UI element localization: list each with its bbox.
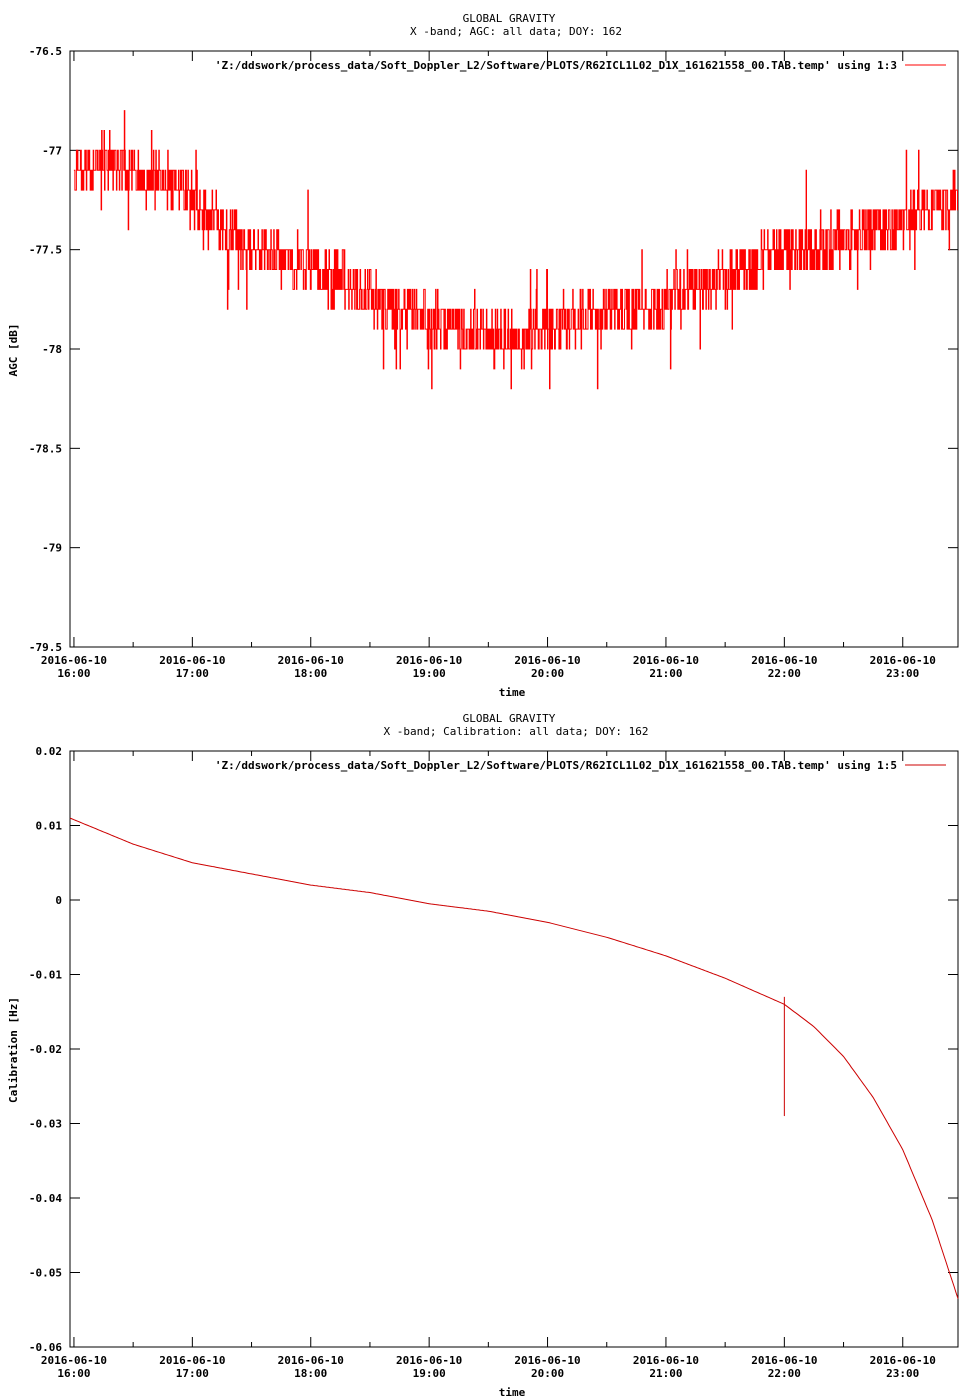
plot-border bbox=[69, 750, 959, 1348]
y-tick-label: -78.5 bbox=[29, 442, 62, 455]
chart-title: GLOBAL GRAVITY bbox=[463, 712, 556, 725]
x-tick-label: 2016-06-10 bbox=[751, 1354, 817, 1367]
y-tick-label: -0.04 bbox=[29, 1192, 62, 1205]
x-tick-label: 23:00 bbox=[886, 667, 919, 680]
x-tick-label: 2016-06-10 bbox=[159, 1354, 225, 1367]
y-tick-label: -77.5 bbox=[29, 244, 62, 257]
legend-label: 'Z:/ddswork/process_data/Soft_Doppler_L2… bbox=[215, 59, 897, 72]
x-tick-label: 22:00 bbox=[768, 1367, 801, 1380]
agc-chart: GLOBAL GRAVITY X -band; AGC: all data; D… bbox=[7, 12, 959, 699]
x-tick-label: 19:00 bbox=[413, 667, 446, 680]
series-agc bbox=[73, 110, 958, 390]
x-tick-label: 2016-06-10 bbox=[633, 654, 699, 667]
x-tick-label: 2016-06-10 bbox=[514, 1354, 580, 1367]
x-axis-label: time bbox=[499, 1386, 526, 1399]
x-tick-label: 17:00 bbox=[176, 667, 209, 680]
x-tick-label: 2016-06-10 bbox=[514, 654, 580, 667]
x-tick-label: 18:00 bbox=[294, 1367, 327, 1380]
y-tick-label: 0.01 bbox=[36, 820, 63, 833]
x-axis-label: time bbox=[499, 686, 526, 699]
y-tick-label: -0.03 bbox=[29, 1118, 62, 1131]
x-tick-label: 20:00 bbox=[531, 667, 564, 680]
x-tick-label: 2016-06-10 bbox=[41, 654, 107, 667]
x-tick-label: 2016-06-10 bbox=[633, 1354, 699, 1367]
x-tick-label: 2016-06-10 bbox=[278, 1354, 344, 1367]
y-tick-label: -0.06 bbox=[29, 1341, 62, 1354]
x-tick-label: 21:00 bbox=[649, 667, 682, 680]
chart-subtitle: X -band; Calibration: all data; DOY: 162 bbox=[384, 725, 649, 738]
y-tick-label: -76.5 bbox=[29, 45, 62, 58]
x-tick-label: 2016-06-10 bbox=[396, 1354, 462, 1367]
y-tick-label: -0.02 bbox=[29, 1043, 62, 1056]
y-tick-label: -0.05 bbox=[29, 1267, 62, 1280]
x-tick-label: 2016-06-10 bbox=[870, 654, 936, 667]
y-tick-label: -78 bbox=[42, 343, 62, 356]
x-tick-label: 17:00 bbox=[176, 1367, 209, 1380]
x-tick-label: 2016-06-10 bbox=[159, 654, 225, 667]
x-tick-label: 2016-06-10 bbox=[396, 654, 462, 667]
x-tick-label: 2016-06-10 bbox=[751, 654, 817, 667]
chart-subtitle: X -band; AGC: all data; DOY: 162 bbox=[410, 25, 622, 38]
x-tick-label: 20:00 bbox=[531, 1367, 564, 1380]
x-tick-label: 2016-06-10 bbox=[41, 1354, 107, 1367]
x-tick-label: 22:00 bbox=[768, 667, 801, 680]
y-axis-label: Calibration [Hz] bbox=[7, 997, 20, 1103]
x-tick-label: 2016-06-10 bbox=[278, 654, 344, 667]
calibration-line bbox=[69, 817, 959, 1299]
y-tick-label: -79 bbox=[42, 542, 62, 555]
x-tick-label: 19:00 bbox=[413, 1367, 446, 1380]
x-tick-label: 16:00 bbox=[57, 1367, 90, 1380]
y-tick-label: -77 bbox=[42, 144, 62, 157]
calibration-chart: GLOBAL GRAVITY X -band; Calibration: all… bbox=[7, 712, 959, 1399]
x-tick-label: 2016-06-10 bbox=[870, 1354, 936, 1367]
x-tick-label: 18:00 bbox=[294, 667, 327, 680]
y-tick-label: 0.02 bbox=[36, 745, 63, 758]
x-tick-label: 23:00 bbox=[886, 1367, 919, 1380]
y-tick-label: -0.01 bbox=[29, 969, 62, 982]
x-tick-label: 16:00 bbox=[57, 667, 90, 680]
agc-line bbox=[73, 110, 958, 390]
y-tick-label: 0 bbox=[55, 894, 62, 907]
x-tick-label: 21:00 bbox=[649, 1367, 682, 1380]
series-calibration bbox=[69, 817, 959, 1299]
legend-label: 'Z:/ddswork/process_data/Soft_Doppler_L2… bbox=[215, 759, 897, 772]
y-axis-label: AGC [dB] bbox=[7, 324, 20, 377]
chart-title: GLOBAL GRAVITY bbox=[463, 12, 556, 25]
y-tick-label: -79.5 bbox=[29, 641, 62, 654]
